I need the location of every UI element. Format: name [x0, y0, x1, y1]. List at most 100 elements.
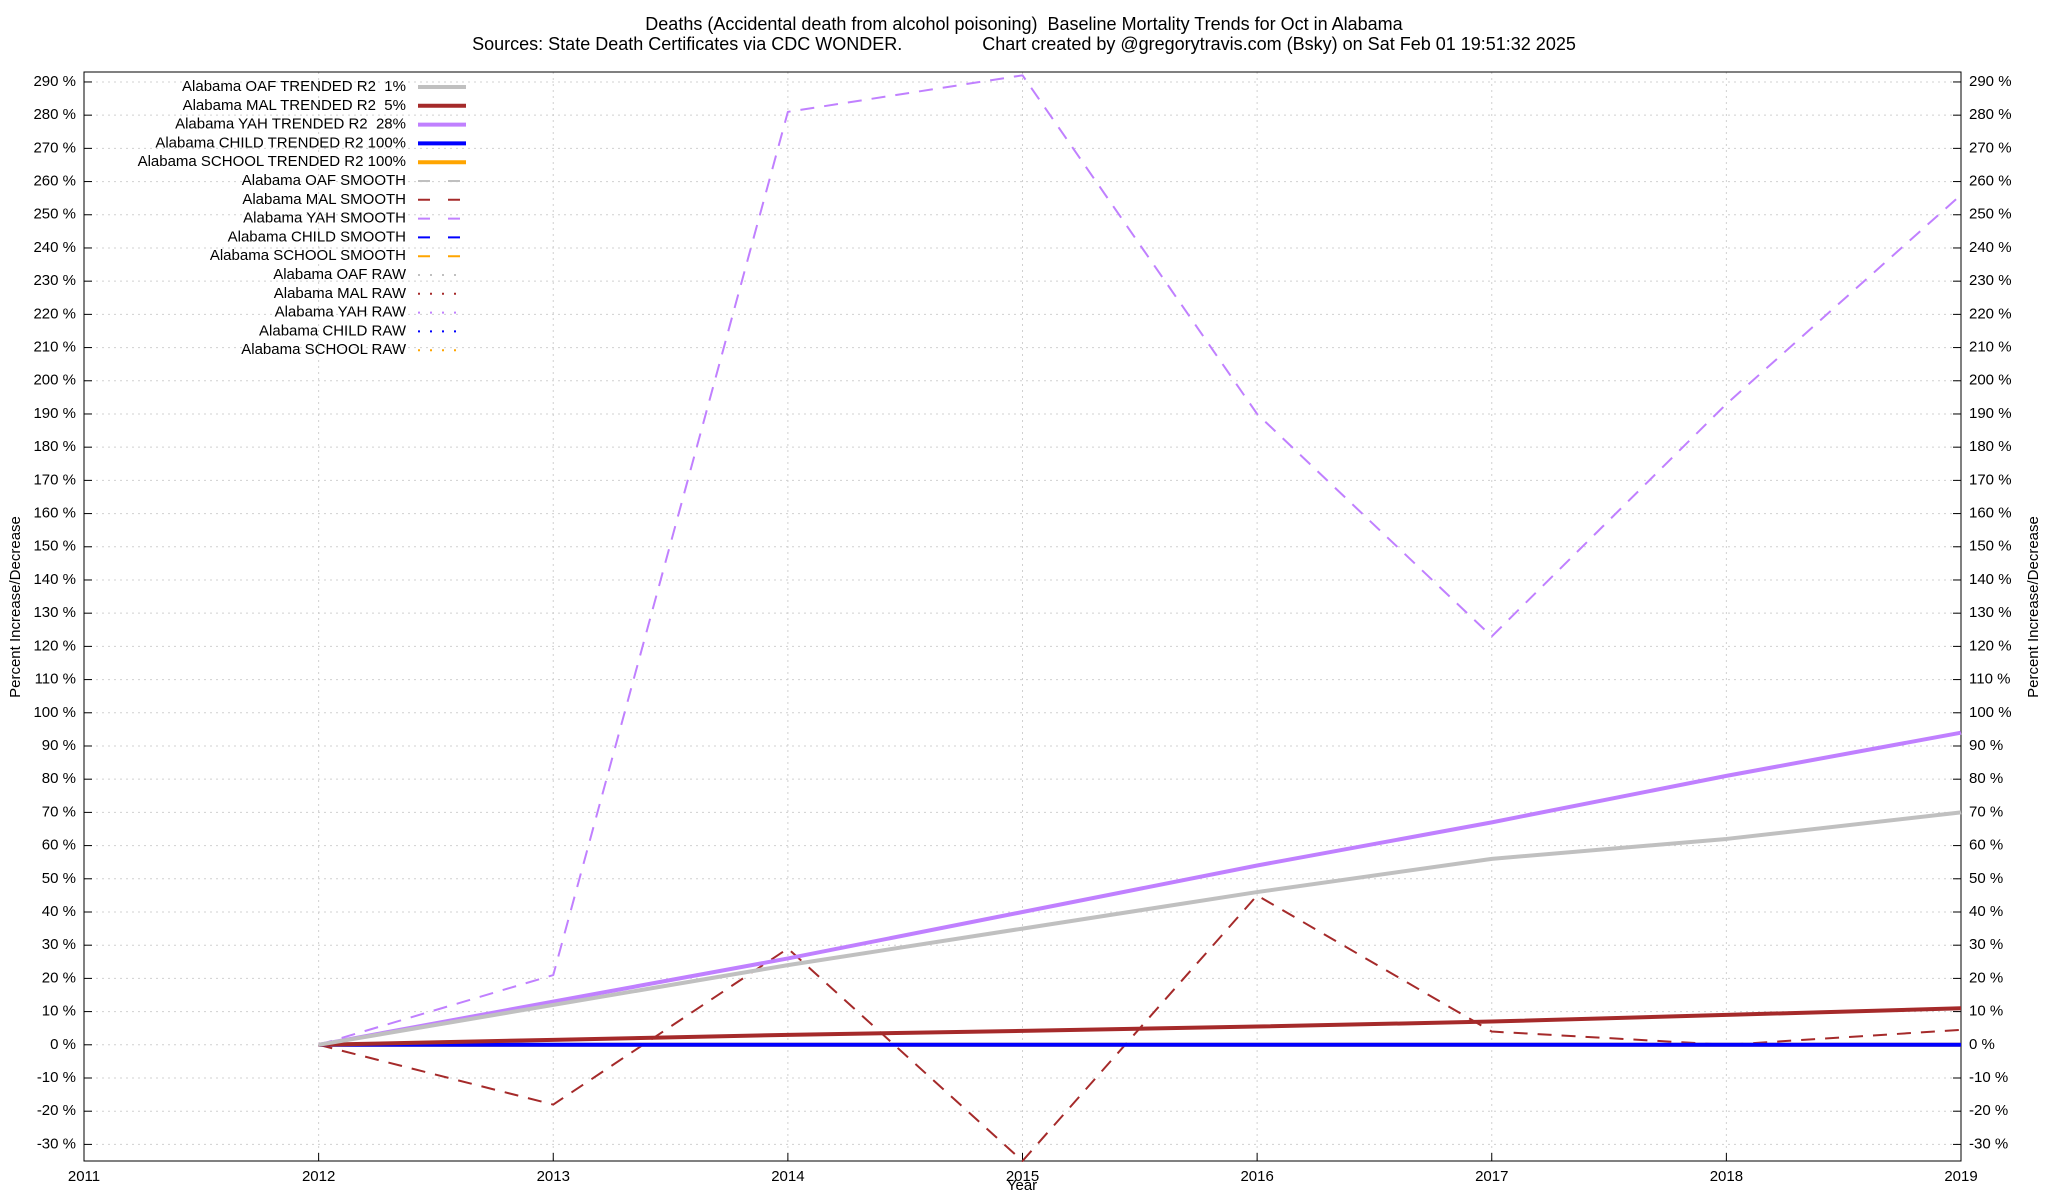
legend-label: Alabama OAF RAW	[273, 266, 407, 283]
chart-title: Deaths (Accidental death from alcohol po…	[645, 14, 1403, 34]
y2-tick-label: 150 %	[1969, 538, 2012, 555]
y-tick-label: 240 %	[33, 239, 76, 256]
y-tick-label: 30 %	[42, 936, 76, 953]
y-tick-label: 180 %	[33, 438, 76, 455]
chart-subtitle: Sources: State Death Certificates via CD…	[472, 34, 1576, 54]
y2-tick-label: 50 %	[1969, 870, 2003, 887]
y2-tick-label: 40 %	[1969, 903, 2003, 920]
legend-label: Alabama YAH SMOOTH	[243, 210, 406, 227]
y2-tick-label: 70 %	[1969, 803, 2003, 820]
y-tick-label: 100 %	[33, 704, 76, 721]
y2-tick-label: -30 %	[1969, 1135, 2008, 1152]
y-tick-label: -10 %	[37, 1069, 76, 1086]
y2-tick-label: 280 %	[1969, 106, 2012, 123]
y-tick-label: 60 %	[42, 837, 76, 854]
legend-label: Alabama OAF SMOOTH	[242, 172, 406, 189]
y2-tick-label: 130 %	[1969, 604, 2012, 621]
y2-tick-label: 200 %	[1969, 372, 2012, 389]
y2-tick-label: 180 %	[1969, 438, 2012, 455]
series-line	[318, 74, 1962, 1046]
y-tick-label: 290 %	[33, 73, 76, 90]
y2-tick-label: 120 %	[1969, 637, 2012, 654]
legend-label: Alabama CHILD TRENDED R2 100%	[155, 134, 406, 151]
legend-label: Alabama SCHOOL RAW	[241, 341, 407, 358]
y2-tick-label: 80 %	[1969, 770, 2003, 787]
y2-tick-label: 190 %	[1969, 405, 2012, 422]
y-tick-label: 130 %	[33, 604, 76, 621]
legend-label: Alabama SCHOOL TRENDED R2 100%	[138, 153, 406, 170]
y2-tick-label: 60 %	[1969, 837, 2003, 854]
series-line	[318, 810, 1962, 1047]
x-tick-label: 2019	[1944, 1168, 1977, 1185]
y2-tick-label: 0 %	[1969, 1036, 1995, 1053]
y2-tick-label: 20 %	[1969, 969, 2003, 986]
y2-tick-label: 220 %	[1969, 305, 2012, 322]
y2-tick-label: 270 %	[1969, 139, 2012, 156]
x-axis-label: Year	[1007, 1177, 1037, 1194]
legend-label: Alabama CHILD SMOOTH	[228, 228, 406, 245]
x-tick-label: 2013	[537, 1168, 570, 1185]
y-tick-label: 10 %	[42, 1003, 76, 1020]
y2-tick-label: 90 %	[1969, 737, 2003, 754]
y2-tick-label: 260 %	[1969, 173, 2012, 190]
y-tick-label: 50 %	[42, 870, 76, 887]
y-tick-label: 120 %	[33, 637, 76, 654]
y-tick-label: 210 %	[33, 339, 76, 356]
y-tick-label: 280 %	[33, 106, 76, 123]
y-tick-label: 80 %	[42, 770, 76, 787]
y2-tick-label: 110 %	[1969, 671, 2010, 688]
y-tick-label: 270 %	[33, 139, 76, 156]
y2-tick-label: 230 %	[1969, 272, 2012, 289]
y2-tick-label: 250 %	[1969, 206, 2012, 223]
y-tick-label: 0 %	[50, 1036, 76, 1053]
y-tick-label: 150 %	[33, 538, 76, 555]
y2-tick-label: -10 %	[1969, 1069, 2008, 1086]
legend-label: Alabama YAH TRENDED R2 28%	[175, 116, 406, 133]
y2-tick-label: -20 %	[1969, 1102, 2008, 1119]
y2-tick-label: 210 %	[1969, 339, 2012, 356]
x-tick-label: 2017	[1475, 1168, 1508, 1185]
y-tick-label: 90 %	[42, 737, 76, 754]
y2-tick-label: 30 %	[1969, 936, 2003, 953]
y-tick-label: 110 %	[35, 671, 76, 688]
legend-label: Alabama MAL SMOOTH	[242, 191, 406, 208]
y-tick-label: 160 %	[33, 505, 76, 522]
y2-tick-label: 290 %	[1969, 73, 2012, 90]
series-line	[318, 1006, 1962, 1047]
x-tick-label: 2016	[1240, 1168, 1273, 1185]
legend-label: Alabama YAH RAW	[275, 304, 407, 321]
y-axis-label: Percent Increase/Decrease	[7, 516, 24, 698]
y2-tick-label: 240 %	[1969, 239, 2012, 256]
y-tick-label: 170 %	[33, 471, 76, 488]
legend-label: Alabama SCHOOL SMOOTH	[210, 247, 406, 264]
x-tick-label: 2012	[302, 1168, 335, 1185]
y2-tick-label: 160 %	[1969, 505, 2012, 522]
x-tick-label: 2015	[1006, 1168, 1039, 1185]
y2-axis-label: Percent Increase/Decrease	[2025, 516, 2042, 698]
y2-tick-label: 140 %	[1969, 571, 2012, 588]
y2-tick-label: 10 %	[1969, 1003, 2003, 1020]
legend-label: Alabama CHILD RAW	[259, 322, 407, 339]
legend-label: Alabama MAL RAW	[274, 285, 407, 302]
y-tick-label: -30 %	[37, 1135, 76, 1152]
y-tick-label: 190 %	[33, 405, 76, 422]
x-tick-label: 2011	[68, 1168, 100, 1185]
y-tick-label: 230 %	[33, 272, 76, 289]
legend-label: Alabama OAF TRENDED R2 1%	[182, 78, 406, 95]
legend-label: Alabama MAL TRENDED R2 5%	[183, 97, 406, 114]
x-tick-label: 2018	[1710, 1168, 1743, 1185]
y2-tick-label: 100 %	[1969, 704, 2012, 721]
y-tick-label: -20 %	[37, 1102, 76, 1119]
x-tick-label: 2014	[771, 1168, 804, 1185]
y-tick-label: 200 %	[33, 372, 76, 389]
series-line	[318, 730, 1962, 1047]
y-tick-label: 220 %	[33, 305, 76, 322]
y-tick-label: 20 %	[42, 969, 76, 986]
y-tick-label: 250 %	[33, 206, 76, 223]
y-tick-label: 140 %	[33, 571, 76, 588]
y-tick-label: 40 %	[42, 903, 76, 920]
y-tick-label: 260 %	[33, 173, 76, 190]
y2-tick-label: 170 %	[1969, 471, 2012, 488]
